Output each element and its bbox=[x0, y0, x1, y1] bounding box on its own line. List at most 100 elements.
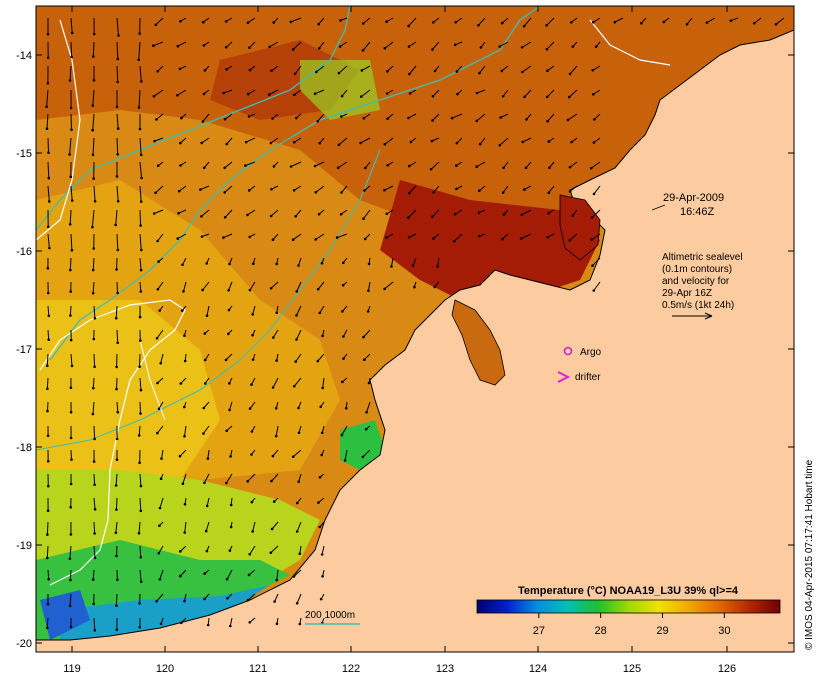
velocity-arrow-head bbox=[364, 166, 367, 170]
velocity-arrow bbox=[522, 137, 532, 143]
velocity-arrow-head bbox=[117, 34, 120, 37]
velocity-arrow bbox=[203, 401, 210, 409]
velocity-arrow bbox=[93, 497, 96, 510]
velocity-arrow bbox=[272, 377, 279, 388]
velocity-arrow bbox=[46, 617, 49, 628]
velocity-arrow-head bbox=[204, 529, 208, 533]
isobath-1000m bbox=[36, 6, 351, 231]
velocity-arrow bbox=[93, 425, 96, 439]
velocity-arrow-head bbox=[478, 189, 481, 192]
velocity-arrow bbox=[271, 65, 279, 72]
velocity-arrow bbox=[115, 593, 118, 606]
velocity-arrow-head bbox=[225, 429, 228, 433]
velocity-arrow-head bbox=[478, 71, 481, 75]
velocity-arrow-head bbox=[226, 596, 229, 600]
velocity-arrow-head bbox=[292, 189, 296, 192]
velocity-arrow-head bbox=[407, 216, 410, 219]
velocity-arrow bbox=[70, 113, 72, 130]
velocity-arrow-head bbox=[293, 93, 296, 97]
velocity-arrow-head bbox=[205, 314, 209, 318]
velocity-arrow bbox=[296, 305, 302, 316]
velocity-arrow-head bbox=[203, 332, 207, 335]
velocity-arrow-head bbox=[139, 153, 143, 157]
velocity-arrow-head bbox=[202, 92, 206, 96]
velocity-arrow-head bbox=[501, 191, 505, 194]
velocity-arrow-head bbox=[291, 48, 295, 51]
velocity-arrow bbox=[317, 113, 325, 122]
velocity-arrow-head bbox=[251, 333, 254, 337]
velocity-arrow-head bbox=[154, 191, 157, 195]
velocity-arrow bbox=[115, 209, 118, 225]
velocity-arrow-head bbox=[271, 386, 275, 389]
australia-land bbox=[36, 6, 794, 652]
velocity-arrow-head bbox=[295, 314, 298, 317]
velocity-arrow bbox=[116, 233, 119, 250]
velocity-arrow-head bbox=[92, 177, 95, 180]
velocity-arrow-head bbox=[250, 430, 254, 433]
velocity-arrow bbox=[161, 449, 164, 459]
velocity-arrow-head bbox=[93, 483, 96, 487]
velocity-arrow bbox=[70, 17, 73, 33]
velocity-arrow-head bbox=[431, 119, 434, 122]
velocity-arrow bbox=[366, 401, 371, 413]
velocity-arrow bbox=[294, 89, 302, 96]
velocity-arrow-head bbox=[91, 412, 95, 416]
velocity-arrow bbox=[430, 161, 440, 170]
velocity-arrow-head bbox=[592, 192, 596, 196]
velocity-arrow-head bbox=[613, 20, 617, 24]
velocity-arrow bbox=[270, 281, 279, 289]
velocity-arrow-head bbox=[548, 166, 551, 169]
velocity-arrow-head bbox=[320, 553, 324, 556]
velocity-arrow-head bbox=[157, 260, 160, 263]
velocity-arrow-head bbox=[202, 166, 206, 170]
velocity-arrow bbox=[115, 497, 118, 510]
velocity-arrow-head bbox=[70, 458, 73, 461]
velocity-arrow bbox=[47, 137, 49, 153]
velocity-arrow bbox=[160, 353, 164, 364]
velocity-arrow-head bbox=[92, 32, 96, 36]
velocity-arrow bbox=[226, 137, 233, 145]
velocity-arrow-head bbox=[69, 533, 73, 536]
velocity-arrow-head bbox=[46, 225, 50, 229]
velocity-arrow-head bbox=[139, 556, 143, 559]
velocity-arrow bbox=[546, 41, 555, 50]
velocity-arrow-head bbox=[293, 72, 297, 76]
velocity-arrow-head bbox=[251, 530, 254, 533]
velocity-arrow bbox=[290, 17, 302, 23]
velocity-arrow-head bbox=[139, 412, 142, 415]
velocity-arrow-head bbox=[45, 626, 49, 630]
velocity-arrow bbox=[298, 257, 302, 266]
velocity-arrow-head bbox=[363, 358, 366, 362]
lat-axis: -14 -15 -16 -17 -18 -19 -20 bbox=[16, 50, 32, 650]
lat-tick-label: -16 bbox=[16, 246, 32, 258]
velocity-arrow-head bbox=[408, 164, 411, 168]
velocity-arrow bbox=[270, 545, 279, 554]
argo-label: Argo bbox=[580, 347, 602, 358]
velocity-arrow-head bbox=[156, 239, 159, 243]
velocity-arrow-head bbox=[360, 95, 363, 98]
velocity-arrow bbox=[314, 161, 325, 167]
velocity-arrow-head bbox=[342, 357, 345, 360]
colorbar-gradient bbox=[476, 599, 781, 614]
velocity-arrow-head bbox=[685, 23, 689, 26]
velocity-arrow-head bbox=[222, 91, 225, 95]
velocity-arrow-head bbox=[362, 335, 365, 339]
velocity-arrow-head bbox=[201, 120, 205, 123]
velocity-arrow-head bbox=[225, 577, 229, 581]
velocity-arrow-head bbox=[519, 237, 523, 240]
velocity-arrow-head bbox=[206, 457, 210, 460]
velocity-arrow-head bbox=[247, 189, 251, 192]
velocity-arrow bbox=[315, 185, 325, 193]
velocity-arrow-head bbox=[179, 550, 182, 553]
velocity-arrow-head bbox=[640, 22, 643, 25]
velocity-arrow-head bbox=[411, 264, 415, 267]
velocity-arrow-head bbox=[69, 410, 73, 414]
north-green-patch bbox=[300, 60, 380, 120]
velocity-arrow-head bbox=[46, 82, 50, 85]
velocity-arrow-head bbox=[316, 359, 320, 363]
velocity-arrow-head bbox=[291, 455, 295, 459]
velocity-arrow-head bbox=[753, 21, 756, 25]
velocity-arrow-head bbox=[229, 455, 232, 458]
velocity-arrow bbox=[70, 41, 73, 57]
